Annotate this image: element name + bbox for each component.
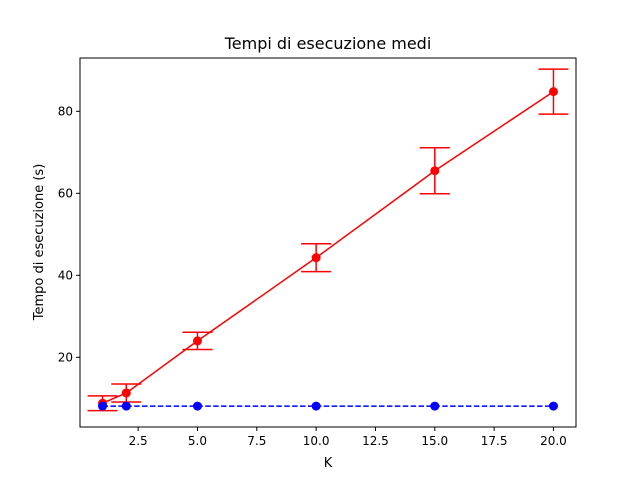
x-tick-label: 15.0 bbox=[421, 434, 448, 448]
x-axis-label: K bbox=[324, 456, 333, 471]
y-axis-label: Tempo di esecuzione (s) bbox=[32, 164, 47, 322]
y-tick-label: 80 bbox=[58, 104, 73, 118]
data-point bbox=[548, 87, 558, 97]
data-point bbox=[121, 388, 131, 398]
data-point bbox=[192, 401, 202, 411]
x-tick-label: 12.5 bbox=[362, 434, 389, 448]
data-point bbox=[121, 401, 131, 411]
y-tick-label: 40 bbox=[58, 268, 73, 282]
data-point bbox=[430, 401, 440, 411]
data-point bbox=[311, 253, 321, 263]
series-0 bbox=[87, 68, 569, 412]
series-1 bbox=[98, 401, 558, 411]
y-axis: 20 40 60 80 bbox=[58, 104, 80, 364]
x-tick-label: 17.5 bbox=[481, 434, 508, 448]
x-tick-label: 7.5 bbox=[247, 434, 266, 448]
data-point bbox=[192, 336, 202, 346]
data-point bbox=[430, 166, 440, 176]
x-axis: 2.5 5.0 7.5 10.0 12.5 15.0 17.5 20.0 bbox=[129, 427, 567, 448]
y-tick-label: 60 bbox=[58, 186, 73, 200]
chart-title: Tempi di esecuzione medi bbox=[224, 34, 432, 53]
data-point bbox=[98, 401, 108, 411]
y-tick-label: 20 bbox=[58, 350, 73, 364]
x-tick-label: 5.0 bbox=[188, 434, 207, 448]
data-point bbox=[311, 401, 321, 411]
axes-frame bbox=[79, 57, 577, 428]
x-tick-label: 10.0 bbox=[303, 434, 330, 448]
data-point bbox=[548, 401, 558, 411]
x-tick-label: 2.5 bbox=[129, 434, 148, 448]
x-tick-label: 20.0 bbox=[540, 434, 567, 448]
plot-area bbox=[87, 68, 569, 412]
